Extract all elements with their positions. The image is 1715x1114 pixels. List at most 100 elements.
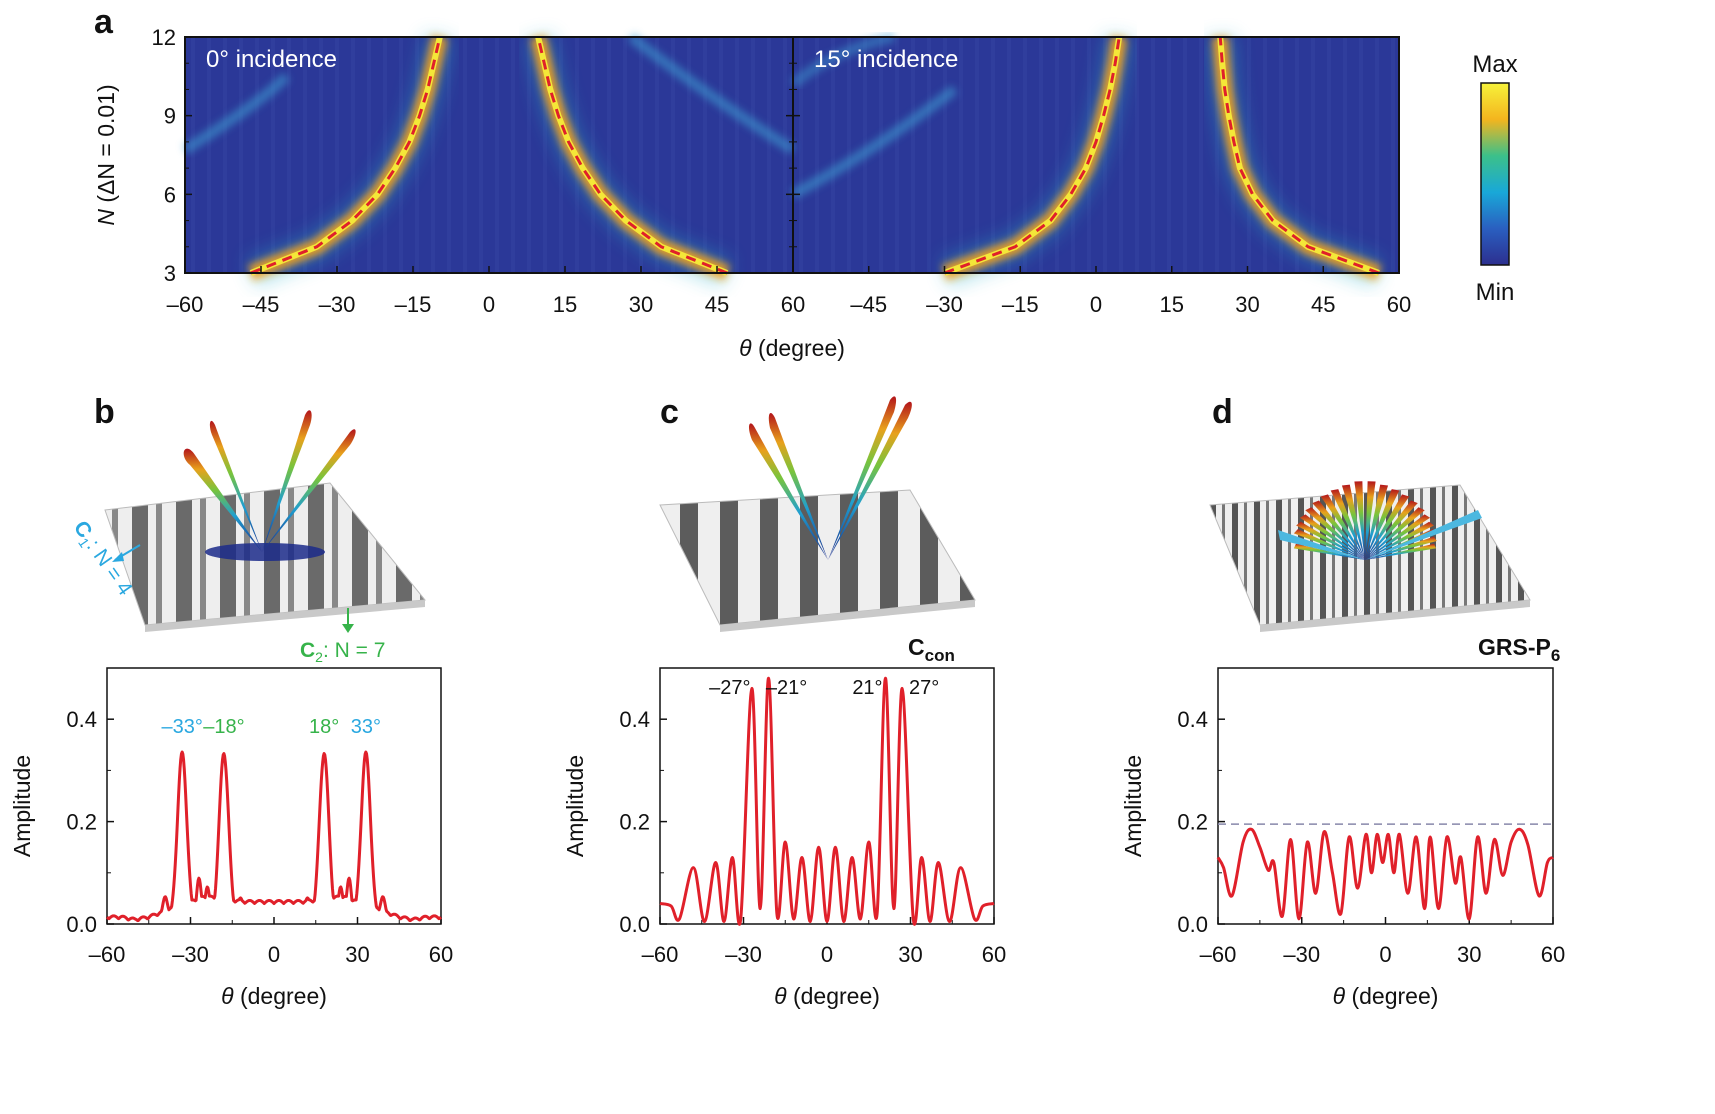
lobe-d (1330, 489, 1365, 560)
lobe-d (1296, 521, 1365, 560)
panel-letter-d: d (1212, 393, 1233, 431)
metasurface-b-edge (145, 600, 425, 632)
curve-dashed (536, 36, 728, 275)
colorbar-gradient (1480, 82, 1510, 266)
lobe-d (1312, 500, 1365, 560)
y-tick-label: 3 (164, 261, 176, 286)
y-tick-label: 0.4 (66, 707, 97, 732)
lobe-c-1 (748, 423, 828, 560)
panel-a-heatmaps: 0° incidence 15° incidence 3 6 9 12 –60 –45 –3… (93, 25, 1411, 361)
structure-label-d: GRS-P6 (1478, 634, 1560, 665)
y-tick-label: 0.4 (619, 707, 650, 732)
heatmap-glow-bands (182, 32, 958, 199)
secondary-band (790, 85, 958, 199)
left-heatmap-title: 0° incidence (206, 46, 337, 73)
x-tick-label: 45 (705, 292, 729, 317)
panel-letter-c: c (660, 393, 679, 431)
x-tick-label: 60 (982, 942, 1006, 967)
plot-frame (106, 667, 442, 925)
panel-c-illustration: Ccon (659, 396, 976, 665)
x-tick-label: 60 (1387, 292, 1411, 317)
peak-label: –27° (709, 677, 750, 699)
y-axis-title: Amplitude (1120, 755, 1146, 857)
line-chart-d: –60 –30 0 30 60 0.0 0.2 0.4 θ (degree) Amplitude (1120, 667, 1565, 1009)
x-tick-label: 0 (821, 942, 833, 967)
panel-a-ylabel: N (ΔN = 0.01) (93, 84, 119, 225)
x-tick-label: –30 (1283, 942, 1320, 967)
y-tick-label: 0.4 (1177, 707, 1208, 732)
lobe-d (1354, 481, 1365, 560)
x-tick-label: –30 (319, 292, 356, 317)
x-tick-label: 45 (1311, 292, 1335, 317)
panel-letter-b: b (94, 393, 115, 431)
y-tick-label: 0.2 (66, 810, 97, 835)
lobe-d-side (1365, 510, 1482, 560)
lobe-c-3 (828, 396, 897, 560)
y-axis-title: Amplitude (562, 755, 588, 857)
x-tick-label: 60 (429, 942, 453, 967)
plot-frame (1217, 667, 1554, 925)
secondary-band (789, 32, 896, 89)
line-chart-b: –60 –30 0 30 60 0.0 0.2 0.4 θ (degree) Amplitude –… (9, 667, 453, 1009)
lobe-d (1365, 481, 1376, 560)
lobe-d (1365, 507, 1425, 560)
lobe-c-4 (828, 401, 912, 560)
x-tick-label: 30 (629, 292, 653, 317)
y-tick-label: 0.0 (66, 912, 97, 937)
x-tick-label: –60 (89, 942, 126, 967)
lobe-b-2 (209, 420, 262, 552)
x-tick-label: –45 (243, 292, 280, 317)
structure-label-c: Ccon (908, 634, 955, 665)
lobe-d (1365, 543, 1437, 560)
x-tick-label: –30 (172, 942, 209, 967)
panel-a-xlabel: θ (degree) (739, 335, 845, 361)
y-tick-label: 0.0 (1177, 912, 1208, 937)
y-tick-label: 0.0 (619, 912, 650, 937)
lobe-b-base (205, 543, 325, 561)
lobe-d (1305, 507, 1365, 560)
peak-label: 27° (909, 677, 939, 699)
lobe-b-3 (262, 410, 312, 552)
lobe-d (1293, 543, 1365, 560)
x-axis-title: θ (degree) (1333, 983, 1439, 1009)
peak-label: 33° (351, 716, 381, 738)
x-tick-label: 30 (1235, 292, 1259, 317)
line-charts: –60 –30 0 30 60 0.0 0.2 0.4 θ (degree) Amplitude –… (9, 667, 1565, 1009)
y-tick-label: 0.2 (619, 810, 650, 835)
lobe-b-4 (262, 429, 356, 552)
lobe-d (1365, 489, 1400, 560)
y-tick-label: 6 (164, 182, 176, 207)
curve-dashed (1218, 36, 1380, 275)
lobe-d (1365, 484, 1389, 560)
amplitude-curve (1216, 827, 1555, 921)
c2-arrowhead (342, 624, 354, 633)
x-tick-label: –60 (167, 292, 204, 317)
metasurface-c-edge (720, 600, 975, 632)
lobe-d-side (1278, 530, 1365, 560)
curve-dashed (943, 36, 1121, 275)
x-tick-label: 15 (1160, 292, 1184, 317)
colorbar-max-label: Max (1472, 51, 1517, 78)
lobe-d (1365, 521, 1434, 560)
secondary-band (182, 72, 290, 155)
x-tick-label: 0 (1090, 292, 1102, 317)
x-axis-title: θ (degree) (774, 983, 880, 1009)
colorbar: Max Min (1472, 51, 1517, 306)
metasurface-d-edge (1260, 600, 1530, 632)
lobe-fan-d (1278, 481, 1482, 560)
x-tick-label: 30 (1457, 942, 1481, 967)
x-tick-label: –30 (926, 292, 963, 317)
x-tick-label: 60 (781, 292, 805, 317)
y-tick-label: 12 (152, 25, 176, 50)
curve-dashed (250, 36, 442, 275)
x-tick-label: –15 (1002, 292, 1039, 317)
x-tick-label: –30 (725, 942, 762, 967)
right-heatmap-title: 15° incidence (814, 46, 958, 73)
lobe-d (1365, 536, 1437, 560)
secondary-band (627, 33, 796, 155)
line-chart-c: –60 –30 0 30 60 0.0 0.2 0.4 θ (degree) Amplitude –… (562, 667, 1006, 1009)
c1-arrowhead (112, 552, 124, 562)
panel-d-illustration: GRS-P6 (1209, 481, 1560, 665)
panel-a-tick-labels: 3 6 9 12 –60 –45 –30 –15 0 15 30 45 60 –45 –30 –15 0 15 30… (152, 25, 1412, 317)
